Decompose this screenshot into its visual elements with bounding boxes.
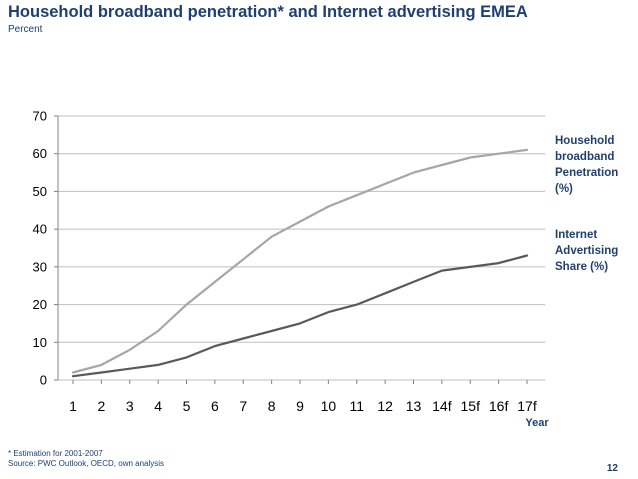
y-tick-label: 60 (33, 146, 47, 161)
x-tick-label: 2 (97, 398, 105, 414)
source-note: Source: PWC Outlook, OECD, own analysis (8, 459, 165, 468)
x-tick-label: 7 (239, 398, 247, 414)
chart-title: Household broadband penetration* and Int… (8, 3, 528, 21)
y-tick-label: 0 (40, 373, 47, 388)
legend-label-line: (%) (555, 183, 573, 195)
y-tick-label: 10 (33, 335, 47, 350)
series-line (71, 148, 529, 374)
x-tick-label: 10 (321, 398, 337, 414)
x-tick-label: 3 (126, 398, 134, 414)
legend-label-line: Advertising (555, 245, 619, 257)
series-line (71, 254, 529, 378)
x-axis-label: Year (525, 417, 549, 429)
x-tick-label: 4 (154, 398, 162, 414)
y-tick-label: 40 (33, 222, 47, 237)
x-tick-label: 8 (268, 398, 276, 414)
legend-label-line: Household (555, 135, 615, 147)
gridlines (54, 115, 545, 384)
x-tick-label: 17f (517, 398, 537, 414)
y-tick-label: 70 (33, 109, 47, 124)
x-axis-ticks: 1 2 3 4 5 6 7 8 9 10 11 12 13 14f 15f 16f 17f (69, 398, 537, 414)
x-tick-label: 15f (461, 398, 481, 414)
x-tick-label: 12 (377, 398, 393, 414)
chart-subtitle: Percent (8, 24, 43, 35)
legend-broadband-penetration: Household broadband Penetration (%) (555, 133, 635, 197)
y-tick-label: 50 (33, 184, 47, 199)
x-tick-label: 16f (489, 398, 509, 414)
page-number: 12 (606, 463, 618, 474)
legend-label-line: Share (%) (555, 261, 609, 273)
footnote: * Estimation for 2001-2007 (8, 449, 103, 458)
x-tick-label: 9 (296, 398, 304, 414)
y-tick-label: 20 (33, 297, 47, 312)
x-tick-label: 6 (211, 398, 219, 414)
legend-advertising-share: Internet Advertising Share (%) (555, 227, 635, 275)
x-tick-label: 13 (406, 398, 422, 414)
legend-label-line: Penetration (555, 167, 619, 179)
x-tick-label: 5 (183, 398, 191, 414)
y-tick-label: 30 (33, 259, 47, 274)
x-tick-label: 11 (349, 398, 364, 414)
x-tick-label: 14f (432, 398, 452, 414)
legend-label-line: broadband (555, 151, 615, 163)
legend-label-line: Internet (555, 229, 598, 241)
y-axis-ticks: 0 10 20 30 40 50 60 70 (33, 109, 47, 388)
x-tick-label: 1 (69, 398, 77, 414)
series-lines (71, 148, 529, 378)
